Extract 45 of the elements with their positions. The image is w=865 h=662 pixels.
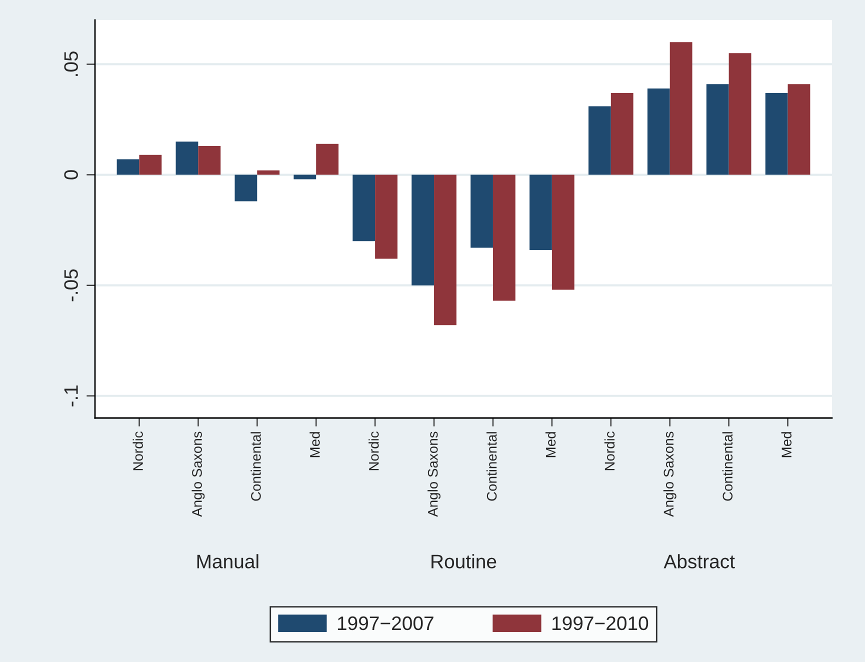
bar: [434, 174, 456, 326]
x-tick-label: Nordic: [368, 432, 379, 470]
x-tick-label: Med: [310, 432, 320, 458]
bar: [375, 174, 398, 259]
y-tick-label: -.1: [64, 385, 78, 406]
bar: [470, 174, 493, 248]
bar: [198, 146, 221, 175]
x-tick-label: Anglo Saxons: [428, 432, 440, 517]
bar: [352, 174, 376, 242]
bar: [116, 159, 140, 175]
x-tick-label: Continental: [250, 432, 261, 501]
bar: [492, 174, 516, 301]
x-tick-label: Med: [545, 432, 556, 458]
y-tick-label: 0: [64, 170, 78, 180]
legend-label: 1997−2010: [552, 616, 648, 630]
bar: [588, 106, 611, 175]
x-tick-label: Anglo Saxons: [192, 432, 205, 517]
bar: [412, 174, 434, 286]
bar: [139, 154, 162, 175]
bar: [530, 174, 552, 250]
bar: [234, 174, 258, 202]
text: Abstract: [664, 554, 735, 568]
bar: [552, 174, 574, 290]
x-tick-label: Nordic: [604, 432, 615, 470]
bar: [728, 53, 752, 175]
bar: [316, 144, 339, 175]
bar: [765, 92, 788, 175]
x-tick-label: Med: [781, 432, 792, 458]
x-tick-label: Continental: [486, 432, 497, 501]
x-tick-label: Continental: [722, 432, 733, 501]
bar: [788, 84, 810, 175]
legend-label: 1997−2007: [338, 616, 434, 630]
bar: [706, 84, 729, 175]
text: Routine: [432, 554, 496, 568]
bar: [670, 42, 692, 175]
y-tick-label: -.05: [64, 269, 78, 302]
y-tick-label: .05: [64, 52, 78, 76]
x-tick-label: Anglo Saxons: [663, 432, 676, 517]
bar: [294, 174, 316, 180]
text: Manual: [197, 554, 258, 568]
bar: [257, 170, 280, 175]
bar: [647, 88, 670, 175]
bar: [610, 92, 634, 175]
x-tick-label: Nordic: [132, 432, 143, 470]
bar: [176, 142, 198, 175]
